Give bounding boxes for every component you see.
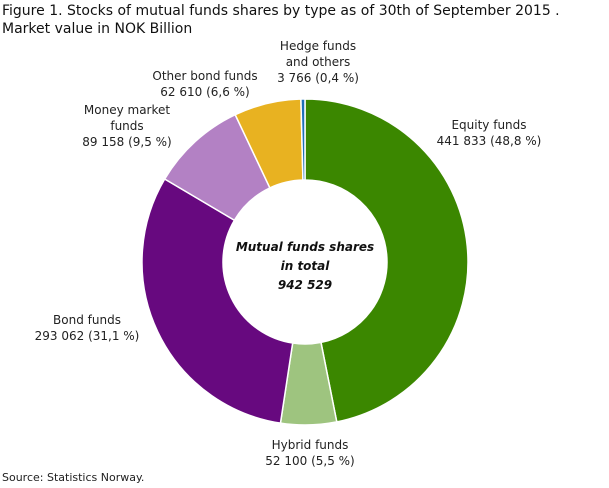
slice-label: Hedge funds and others 3 766 (0,4 %)	[273, 38, 363, 86]
value-label: 293 062 (31,1 %)	[34, 329, 140, 343]
slice-label: Hybrid funds 52 100 (5,5 %)	[250, 437, 370, 469]
value-label: 62 610 (6,6 %)	[160, 85, 250, 99]
category-name: Hedge funds and others	[279, 39, 357, 69]
category-name: Equity funds	[451, 118, 527, 132]
center-label: Mutual funds shares in total 942 529	[235, 238, 375, 295]
value-label: 52 100 (5,5 %)	[265, 454, 355, 468]
slice-label: Money market funds 89 158 (9,5 %)	[72, 102, 182, 150]
category-name: Bond funds	[53, 313, 121, 327]
slice-label: Other bond funds 62 610 (6,6 %)	[140, 68, 270, 100]
donut-slice	[304, 98, 469, 423]
slice-label: Bond funds 293 062 (31,1 %)	[22, 312, 152, 344]
value-label: 441 833 (48,8 %)	[436, 134, 542, 148]
slice-label: Equity funds 441 833 (48,8 %)	[419, 117, 559, 149]
value-label: 89 158 (9,5 %)	[82, 135, 172, 149]
chart-title: Figure 1. Stocks of mutual funds shares …	[2, 3, 560, 37]
donut-slice	[300, 98, 306, 181]
category-name: Money market funds	[83, 103, 171, 133]
donut-slice	[141, 178, 294, 424]
value-label: 3 766 (0,4 %)	[277, 71, 359, 85]
category-name: Other bond funds	[152, 69, 258, 83]
source: Source: Statistics Norway.	[2, 471, 145, 484]
center-text: Mutual funds shares in total	[235, 240, 375, 273]
center-total: 942 529	[277, 278, 333, 292]
category-name: Hybrid funds	[271, 438, 349, 452]
